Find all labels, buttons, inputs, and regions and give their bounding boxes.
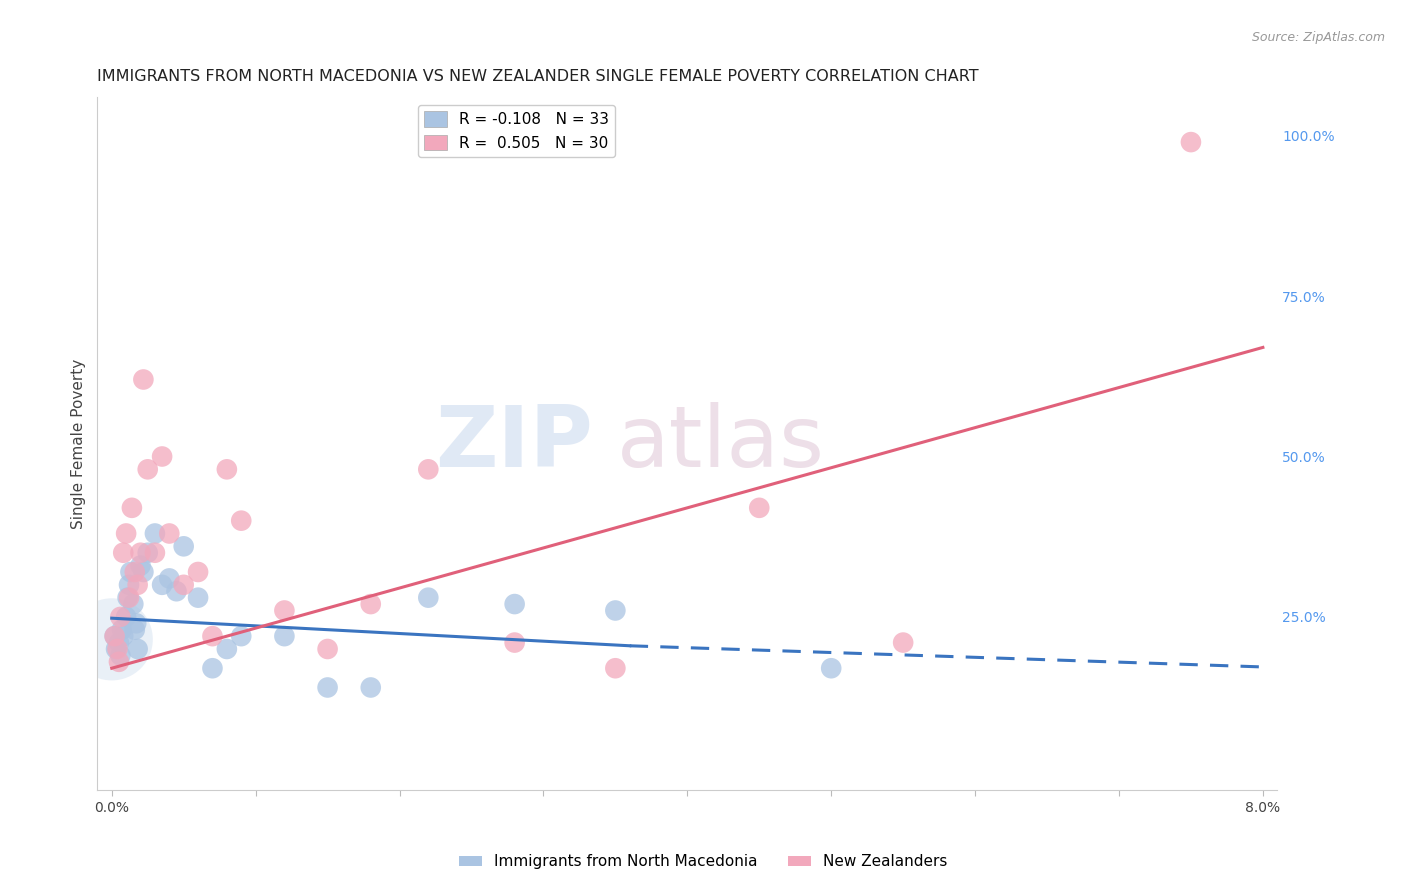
Point (273, 629, 295, 643)
Point (215, 462, 238, 476)
Point (187, 591, 209, 605)
Point (121, 500, 143, 515)
Point (108, 655, 131, 669)
Point (129, 546, 152, 560)
Point (360, 681, 382, 695)
Point (127, 578, 149, 592)
Point (111, 623, 134, 637)
Point (125, 616, 148, 631)
Text: atlas: atlas (616, 402, 824, 485)
Point (503, 635, 526, 649)
Point (157, 571, 180, 585)
Point (231, 629, 253, 643)
Point (132, 372, 155, 386)
Point (891, 635, 914, 649)
Point (820, 661, 842, 675)
Point (127, 642, 149, 657)
Point (418, 462, 440, 476)
Point (110, 610, 132, 624)
Point (150, 450, 173, 464)
Text: Source: ZipAtlas.com: Source: ZipAtlas.com (1251, 31, 1385, 45)
Point (166, 584, 188, 599)
Point (187, 565, 209, 579)
Point (748, 500, 770, 515)
Point (115, 526, 138, 541)
Point (316, 681, 339, 695)
Point (418, 591, 440, 605)
Point (108, 635, 131, 649)
Legend: R = -0.108   N = 33, R =  0.505   N = 30: R = -0.108 N = 33, R = 0.505 N = 30 (418, 105, 614, 157)
Point (104, 629, 127, 643)
Point (143, 526, 166, 541)
Point (360, 597, 382, 611)
Point (201, 661, 224, 675)
Point (104, 629, 127, 643)
Point (136, 546, 159, 560)
Point (122, 597, 145, 611)
Point (132, 565, 155, 579)
Point (503, 597, 526, 611)
Point (118, 591, 141, 605)
Point (1180, 135, 1202, 149)
Point (124, 623, 146, 637)
Point (117, 591, 139, 605)
Point (605, 603, 627, 617)
Point (231, 514, 253, 528)
Point (124, 565, 146, 579)
Point (273, 603, 295, 617)
Point (100, 632, 122, 647)
Point (215, 642, 238, 657)
Point (605, 661, 627, 675)
Point (316, 642, 339, 657)
Point (173, 539, 195, 553)
Point (201, 629, 224, 643)
Point (115, 610, 138, 624)
Point (118, 578, 141, 592)
Point (136, 462, 159, 476)
Text: IMMIGRANTS FROM NORTH MACEDONIA VS NEW ZEALANDER SINGLE FEMALE POVERTY CORRELATI: IMMIGRANTS FROM NORTH MACEDONIA VS NEW Z… (97, 69, 979, 84)
Point (107, 642, 129, 657)
Point (143, 546, 166, 560)
Text: ZIP: ZIP (436, 402, 593, 485)
Point (157, 526, 180, 541)
Point (173, 578, 195, 592)
Point (150, 578, 173, 592)
Point (105, 642, 128, 657)
Point (110, 648, 132, 663)
Point (120, 565, 142, 579)
Legend: Immigrants from North Macedonia, New Zealanders: Immigrants from North Macedonia, New Zea… (453, 848, 953, 875)
Y-axis label: Single Female Poverty: Single Female Poverty (72, 359, 86, 529)
Point (129, 558, 152, 573)
Point (112, 629, 135, 643)
Point (112, 546, 135, 560)
